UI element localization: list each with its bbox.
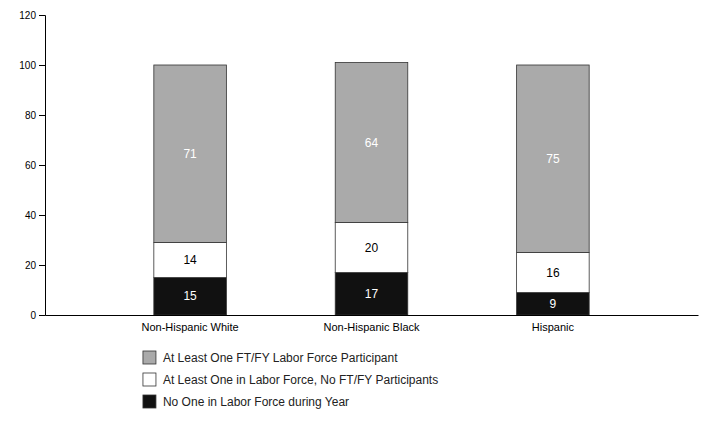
x-tick-label: Hispanic <box>532 321 575 333</box>
x-tick: Non-Hispanic Black <box>324 321 420 333</box>
y-tick-mark <box>39 15 45 16</box>
y-tick-mark <box>39 315 45 316</box>
data-labels: 15 17 9 14 20 16 71 64 75 <box>183 136 559 311</box>
y-tick-label: 20 <box>25 260 37 271</box>
y-tick: 120 <box>19 10 45 21</box>
legend-swatch <box>143 373 156 386</box>
data-label: 20 <box>365 241 379 255</box>
y-tick: 40 <box>25 210 45 221</box>
y-tick-label: 60 <box>25 160 37 171</box>
bar-segment <box>517 253 590 293</box>
bars <box>154 63 589 316</box>
legend-swatch <box>143 351 156 364</box>
legend-item: At Least One in Labor Force, No FT/FY Pa… <box>143 373 438 387</box>
bar-segment <box>517 293 590 316</box>
y-tick-label: 100 <box>19 60 36 71</box>
data-label: 64 <box>365 136 379 150</box>
y-axis-line <box>39 16 46 316</box>
legend: At Least One FT/FY Labor Force Participa… <box>143 351 438 409</box>
data-label: 71 <box>183 147 197 161</box>
bar-segment <box>335 223 408 273</box>
data-label: 14 <box>183 253 197 267</box>
x-tick: Hispanic <box>532 321 575 333</box>
x-axis-line <box>46 315 699 316</box>
y-tick-mark <box>39 115 45 116</box>
bar-segment <box>335 63 408 223</box>
y-tick: 60 <box>25 160 45 171</box>
bar-segment <box>154 243 227 278</box>
plot: 020406080100120Non-Hispanic WhiteNon-His… <box>19 10 698 333</box>
bar-segment <box>154 65 227 243</box>
y-tick-label: 40 <box>25 210 37 221</box>
legend-item: At Least One FT/FY Labor Force Participa… <box>143 351 398 365</box>
legend-swatch <box>143 395 156 408</box>
bar-segment <box>335 273 408 316</box>
x-tick-label: Non-Hispanic Black <box>324 321 420 333</box>
x-tick: Non-Hispanic White <box>142 321 239 333</box>
data-label: 17 <box>365 287 379 301</box>
y-tick: 100 <box>19 60 45 71</box>
x-axis: Non-Hispanic White Non-Hispanic Black Hisp… <box>46 316 699 333</box>
bar-segment <box>517 65 590 253</box>
y-tick: 80 <box>25 110 45 121</box>
y-tick-mark <box>39 215 45 216</box>
y-tick: 0 <box>30 310 45 321</box>
x-tick-label: Non-Hispanic White <box>142 321 239 333</box>
bar-segment <box>154 278 227 316</box>
y-tick-label: 80 <box>25 110 37 121</box>
data-label: 16 <box>546 266 560 280</box>
y-tick-mark <box>39 165 45 166</box>
y-tick-mark <box>39 65 45 66</box>
data-label: 9 <box>550 297 557 311</box>
y-tick-label: 0 <box>30 310 36 321</box>
legend-label: No One in Labor Force during Year <box>163 395 349 409</box>
chart-container: 020406080100120Non-Hispanic WhiteNon-His… <box>0 0 718 433</box>
data-label: 75 <box>546 152 560 166</box>
chart-svg: 020406080100120Non-Hispanic WhiteNon-His… <box>0 0 718 433</box>
legend-item: No One in Labor Force during Year <box>143 395 349 409</box>
legend-label: At Least One FT/FY Labor Force Participa… <box>163 351 398 365</box>
y-axis: 0 20 40 60 80 100 120 <box>19 10 45 321</box>
legend-label: At Least One in Labor Force, No FT/FY Pa… <box>163 373 438 387</box>
y-tick-label: 120 <box>19 10 36 21</box>
y-tick-mark <box>39 265 45 266</box>
y-tick: 20 <box>25 260 45 271</box>
data-label: 15 <box>183 289 197 303</box>
